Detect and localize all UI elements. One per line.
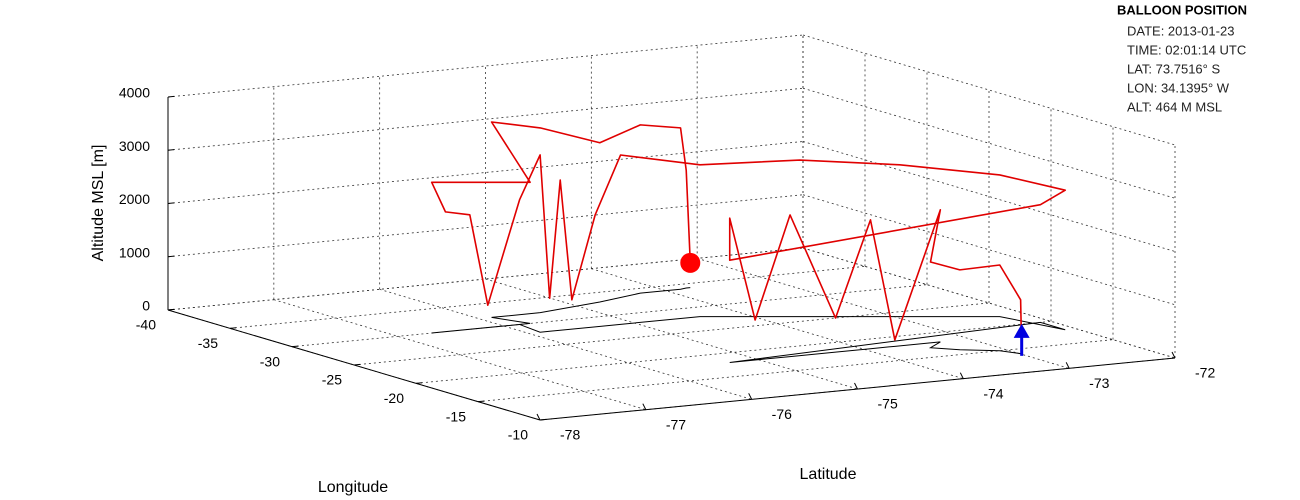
tick-mark (539, 418, 547, 421)
tick-mark (415, 382, 423, 384)
z-tick-label: 2000 (119, 191, 150, 207)
x-tick-label: -76 (772, 406, 792, 422)
tick-mark (167, 149, 175, 151)
tick-mark (167, 308, 175, 311)
z-tick-label: 3000 (119, 138, 150, 154)
grid-line (167, 87, 804, 151)
tick-mark (167, 202, 175, 204)
z-axis-label: Altitude MSL [m] (90, 145, 107, 262)
tick-mark (353, 363, 361, 366)
y-axis-label: Longitude (318, 479, 388, 496)
grid-line (415, 320, 1052, 384)
grid-line (167, 141, 804, 204)
tick-mark (748, 393, 753, 400)
grid-line (291, 284, 928, 348)
grid-line (167, 34, 804, 98)
y-tick-label: -30 (260, 353, 280, 369)
y-tick-label: -10 (508, 427, 528, 443)
grid-line (353, 302, 990, 366)
tick-mark (959, 372, 964, 379)
z-tick-label: 0 (142, 298, 150, 314)
tick-mark (167, 95, 175, 98)
tick-mark (229, 327, 237, 329)
z-tick-label: 4000 (119, 85, 150, 101)
y-tick-label: -35 (198, 335, 218, 351)
grid-line (485, 278, 858, 390)
tick-mark (167, 255, 175, 258)
y-tick-label: -15 (446, 408, 466, 424)
z-tick-label: 1000 (119, 244, 150, 260)
info-line: DATE: 2013-01-23 (1127, 23, 1234, 38)
x-axis-label: Latitude (800, 466, 857, 483)
grid-line (477, 339, 1114, 403)
info-line: ALT: 464 M MSL (1127, 99, 1222, 114)
ground-track (431, 287, 1066, 363)
x-tick-label: -73 (1089, 375, 1109, 391)
y-tick-label: -40 (136, 317, 156, 333)
info-line: LON: 34.1395° W (1127, 80, 1230, 95)
tick-mark (1171, 351, 1176, 359)
grid-line (379, 288, 752, 400)
x-tick-label: -74 (983, 385, 1003, 401)
tick-mark (477, 400, 485, 403)
flight-track (430, 121, 1067, 352)
grid-line (167, 194, 804, 258)
info-line: LAT: 73.7516° S (1127, 61, 1220, 76)
x-tick-label: -72 (1195, 365, 1215, 381)
x-tick-label: -77 (666, 416, 686, 432)
current-position (680, 252, 701, 273)
info-title: BALLOON POSITION (1117, 2, 1247, 17)
x-tick-label: -75 (878, 396, 898, 412)
tick-mark (1065, 362, 1070, 369)
info-line: TIME: 02:01:14 UTC (1127, 42, 1246, 57)
tick-mark (854, 382, 858, 390)
tick-mark (536, 413, 541, 421)
grid-line (229, 265, 866, 329)
launch-arrowhead (1013, 323, 1030, 338)
tick-mark (291, 345, 299, 348)
y-tick-label: -25 (322, 372, 342, 388)
x-tick-label: -78 (560, 427, 580, 443)
y-tick-label: -20 (384, 390, 404, 406)
tick-mark (642, 403, 647, 410)
